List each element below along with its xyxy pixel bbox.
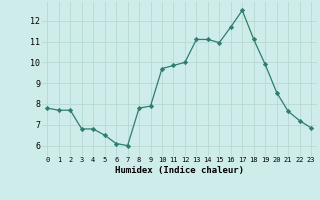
- X-axis label: Humidex (Indice chaleur): Humidex (Indice chaleur): [115, 166, 244, 175]
